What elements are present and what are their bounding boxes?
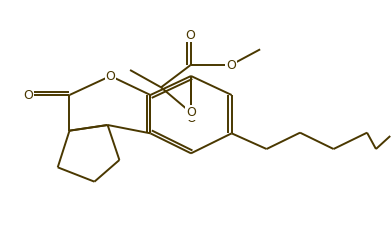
Text: O: O — [105, 70, 115, 82]
Text: O: O — [186, 28, 196, 42]
Text: O: O — [24, 89, 33, 102]
Text: O: O — [186, 112, 196, 125]
Text: O: O — [186, 106, 196, 119]
Text: O: O — [226, 59, 236, 71]
